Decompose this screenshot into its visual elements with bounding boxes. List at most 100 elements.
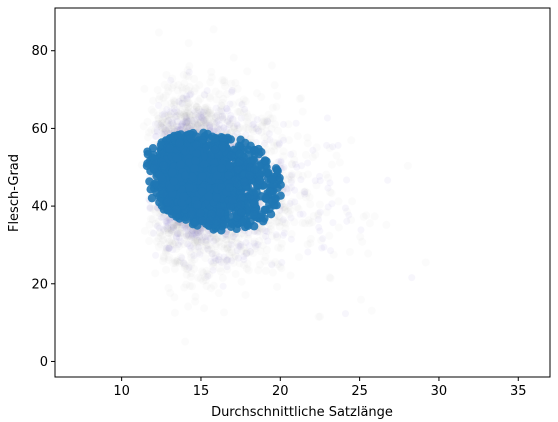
- scatter-point: [194, 113, 202, 121]
- scatter-point: [299, 210, 307, 218]
- scatter-point: [185, 39, 193, 47]
- scatter-point: [253, 116, 261, 124]
- scatter-points: [142, 39, 416, 318]
- scatter-point: [280, 163, 288, 171]
- scatter-point: [295, 253, 303, 261]
- scatter-point: [197, 229, 205, 237]
- scatter-point: [287, 214, 295, 222]
- scatter-point: [228, 88, 236, 96]
- scatter-point: [211, 254, 219, 262]
- scatter-point: [237, 242, 244, 250]
- scatter-point: [197, 108, 205, 116]
- scatter-point: [149, 108, 157, 116]
- scatter-point: [190, 252, 198, 260]
- scatter-point: [357, 226, 365, 234]
- scatter-point: [234, 254, 242, 262]
- scatter-point: [226, 100, 234, 108]
- scatter-point: [341, 310, 349, 318]
- scatter-point: [163, 106, 171, 114]
- scatter-point: [165, 244, 173, 252]
- scatter-point: [277, 158, 285, 166]
- scatter-point: [215, 121, 223, 129]
- scatter-point: [170, 104, 178, 112]
- scatter-point: [299, 108, 307, 116]
- scatter-point: [203, 282, 211, 290]
- scatter-point: [206, 123, 214, 131]
- scatter-point: [188, 227, 196, 235]
- scatter-point: [146, 203, 154, 211]
- scatter-point: [170, 293, 178, 301]
- scatter-point: [223, 105, 231, 113]
- scatter-point: [203, 245, 211, 253]
- scatter-point: [220, 124, 228, 132]
- scatter-point: [183, 95, 191, 103]
- scatter-point: [200, 304, 208, 312]
- scatter-point: [189, 231, 197, 239]
- scatter-point: [162, 266, 170, 274]
- scatter-point: [206, 121, 214, 129]
- scatter-point: [164, 116, 172, 124]
- scatter-point: [319, 235, 327, 243]
- scatter-point: [254, 228, 262, 236]
- scatter-point: [165, 244, 173, 252]
- scatter-point: [227, 241, 235, 249]
- scatter-point: [184, 117, 192, 125]
- scatter-point: [280, 136, 288, 144]
- scatter-point: [173, 234, 181, 242]
- scatter-point: [233, 130, 241, 138]
- scatter-point: [256, 261, 264, 269]
- scatter-point: [183, 116, 191, 124]
- scatter-point: [304, 159, 312, 167]
- scatter-point: [324, 203, 332, 211]
- scatter-point: [157, 121, 165, 129]
- scatter-point: [152, 251, 160, 259]
- scatter-point: [184, 107, 192, 115]
- scatter-point: [316, 177, 324, 185]
- scatter-point: [155, 224, 163, 232]
- scatter-point: [173, 230, 181, 238]
- scatter-point: [154, 86, 162, 94]
- scatter-point: [154, 102, 162, 110]
- scatter-point: [223, 263, 231, 271]
- scatter-point: [191, 108, 199, 116]
- scatter-point: [144, 133, 152, 141]
- scatter-point: [323, 114, 331, 122]
- scatter-point: [193, 115, 200, 123]
- scatter-point: [207, 257, 215, 265]
- scatter-point: [343, 176, 351, 184]
- scatter-point: [170, 108, 178, 116]
- scatter-point: [169, 224, 177, 232]
- scatter-point: [185, 68, 193, 76]
- scatter-point: [215, 253, 223, 261]
- scatter-point: [316, 227, 324, 235]
- scatter-point: [165, 122, 173, 130]
- scatter-point: [297, 176, 305, 184]
- scatter-point: [268, 62, 276, 70]
- scatter-point: [182, 224, 190, 232]
- scatter-point: [177, 237, 185, 245]
- scatter-point: [233, 247, 241, 255]
- scatter-point: [146, 204, 154, 212]
- scatter-point: [326, 179, 334, 187]
- scatter-point: [151, 269, 159, 277]
- scatter-point: [255, 127, 263, 135]
- scatter-point: [287, 150, 295, 158]
- scatter-point: [206, 123, 214, 130]
- scatter-point: [162, 223, 170, 231]
- scatter-point: [242, 238, 250, 246]
- scatter-point: [146, 221, 154, 229]
- scatter-point: [279, 216, 287, 224]
- scatter-point: [177, 122, 185, 130]
- scatter-point: [264, 118, 272, 126]
- scatter-point: [195, 243, 203, 251]
- scatter-point: [293, 163, 301, 171]
- scatter-point: [316, 208, 324, 216]
- scatter-point: [382, 221, 390, 229]
- scatter-point: [187, 90, 195, 98]
- scatter-point: [242, 291, 250, 299]
- scatter-point: [210, 127, 218, 135]
- scatter-point: [272, 103, 280, 111]
- scatter-point: [173, 108, 181, 116]
- scatter-point: [334, 141, 342, 149]
- scatter-point: [253, 89, 261, 97]
